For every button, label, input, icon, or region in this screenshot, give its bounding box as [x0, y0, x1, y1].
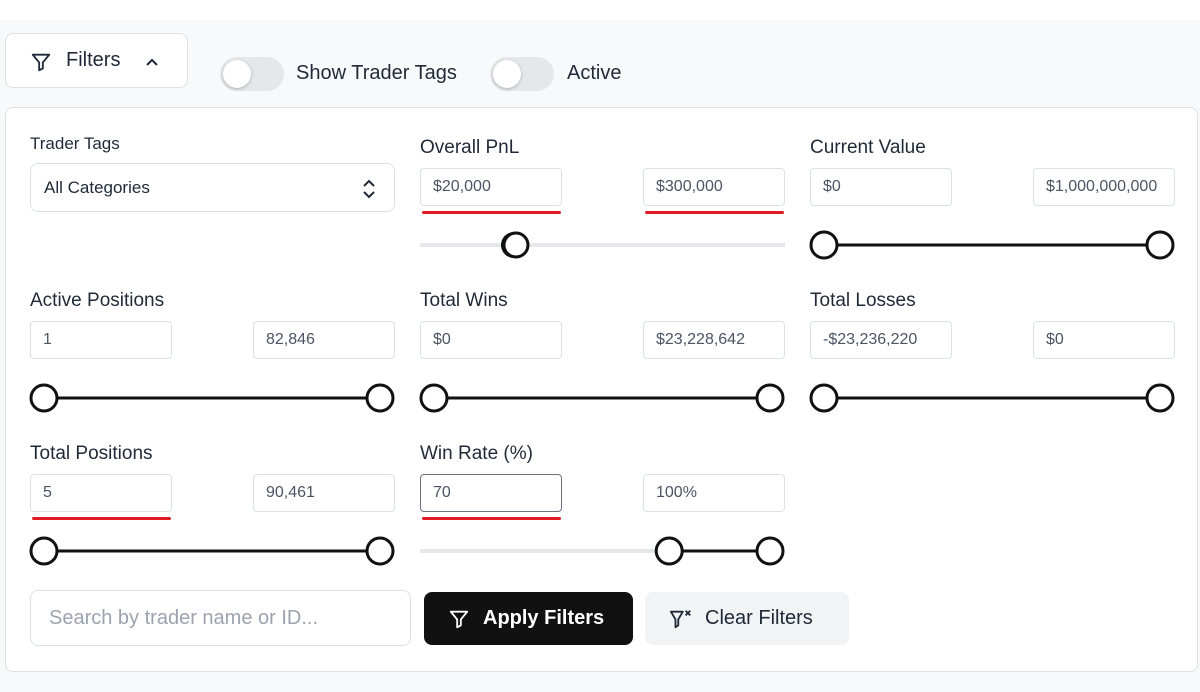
- select-chevrons: [363, 179, 375, 199]
- slider-thumb: [502, 231, 530, 259]
- max-input[interactable]: $1,000,000,000: [1033, 168, 1175, 206]
- slider-thumb: [755, 536, 785, 566]
- filter-label: Total Positions: [30, 443, 153, 464]
- min-input[interactable]: $20,000: [420, 168, 562, 206]
- funnel-x-icon: [670, 610, 691, 629]
- slider-thumb: [419, 383, 449, 413]
- min-input[interactable]: 70: [420, 474, 562, 512]
- highlight-underline: [645, 211, 784, 214]
- trader-tags-label: Trader Tags: [30, 134, 120, 153]
- slider-thumb: [29, 383, 59, 413]
- slider-thumb: [1145, 383, 1175, 413]
- filter-label: Current Value: [810, 137, 926, 158]
- slider-thumb: [1145, 230, 1175, 260]
- clear-button[interactable]: Clear Filters: [645, 592, 849, 645]
- filter-label: Active Positions: [30, 290, 165, 311]
- slider-thumb: [755, 383, 785, 413]
- toggle-label: Active: [567, 62, 622, 84]
- slider-thumb: [29, 536, 59, 566]
- slider-thumb: [809, 230, 839, 260]
- min-input[interactable]: 5: [30, 474, 172, 512]
- highlight-underline: [422, 517, 561, 520]
- clear-label: Clear Filters: [705, 607, 813, 629]
- max-input[interactable]: 90,461: [253, 474, 395, 512]
- filter-label: Total Losses: [810, 290, 916, 311]
- range-slider[interactable]: [809, 230, 1175, 260]
- apply-label: Apply Filters: [483, 607, 605, 629]
- apply-button[interactable]: Apply Filters: [424, 592, 633, 645]
- filter-label: Overall PnL: [420, 137, 520, 158]
- range-slider[interactable]: [420, 536, 785, 566]
- toggle-label: Show Trader Tags: [296, 62, 457, 84]
- max-input[interactable]: $300,000: [643, 168, 785, 206]
- search-input[interactable]: Search by trader name or ID...: [30, 590, 411, 646]
- highlight-underline: [422, 211, 561, 214]
- max-input[interactable]: $0: [1033, 321, 1175, 359]
- min-input[interactable]: $0: [420, 321, 562, 359]
- select-value: All Categories: [44, 177, 150, 197]
- slider-thumb: [809, 383, 839, 413]
- min-input[interactable]: $0: [810, 168, 952, 206]
- range-slider[interactable]: [809, 383, 1175, 413]
- toggle-switch[interactable]: [220, 57, 284, 91]
- funnel-icon: [449, 610, 469, 629]
- slider-thumb: [365, 383, 395, 413]
- max-input[interactable]: 100%: [643, 474, 785, 512]
- filter-label: Win Rate (%): [420, 443, 533, 464]
- filters-button-label: Filters: [66, 49, 121, 71]
- max-input[interactable]: 82,846: [253, 321, 395, 359]
- filter-label: Total Wins: [420, 290, 508, 311]
- range-slider[interactable]: [29, 536, 395, 566]
- search-placeholder: Search by trader name or ID...: [49, 606, 319, 629]
- toggle-switch[interactable]: [490, 57, 554, 91]
- funnel-icon: [31, 53, 51, 72]
- range-slider[interactable]: [420, 230, 785, 260]
- range-slider[interactable]: [29, 383, 395, 413]
- chevron-up: [146, 58, 158, 66]
- trader-tags-select[interactable]: All Categories: [30, 163, 395, 212]
- range-slider[interactable]: [419, 383, 785, 413]
- max-input[interactable]: $23,228,642: [643, 321, 785, 359]
- slider-thumb: [365, 536, 395, 566]
- filters-button[interactable]: Filters: [5, 33, 188, 88]
- min-input[interactable]: 1: [30, 321, 172, 359]
- min-input[interactable]: -$23,236,220: [810, 321, 952, 359]
- highlight-underline: [32, 517, 171, 520]
- slider-thumb: [654, 536, 684, 566]
